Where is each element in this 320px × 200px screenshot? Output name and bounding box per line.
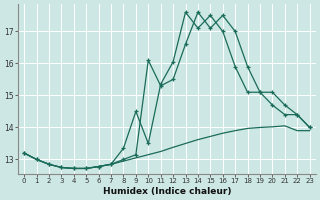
X-axis label: Humidex (Indice chaleur): Humidex (Indice chaleur) bbox=[103, 187, 231, 196]
